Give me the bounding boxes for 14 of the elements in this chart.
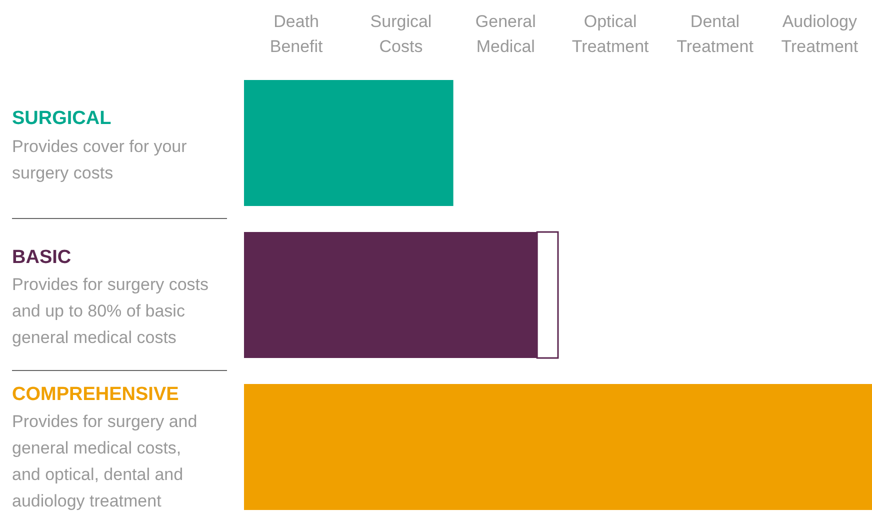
- annotation: Dental Treatment: [676, 12, 754, 56]
- annotation: Optical Treatment: [572, 12, 650, 56]
- text: Provides for surgery costs and up to 80% of basic general medical costs: [12, 275, 209, 347]
- annotation: Death Benefit: [270, 12, 324, 56]
- y-tick-label: BASIC: [12, 247, 72, 268]
- text: Provides for surgery and general medical costs, and optical, dental and audiology treatment: [12, 412, 198, 510]
- text: Provides cover for your surgery costs: [12, 137, 188, 182]
- y-tick-label: COMPREHENSIVE: [12, 384, 179, 405]
- bar: [244, 384, 872, 510]
- bar: [244, 80, 454, 206]
- annotation: Audiology Treatment: [781, 12, 858, 56]
- annotation: Surgical Costs: [370, 12, 432, 56]
- annotation: General Medical: [475, 12, 536, 56]
- y-tick-label: SURGICAL: [12, 108, 112, 129]
